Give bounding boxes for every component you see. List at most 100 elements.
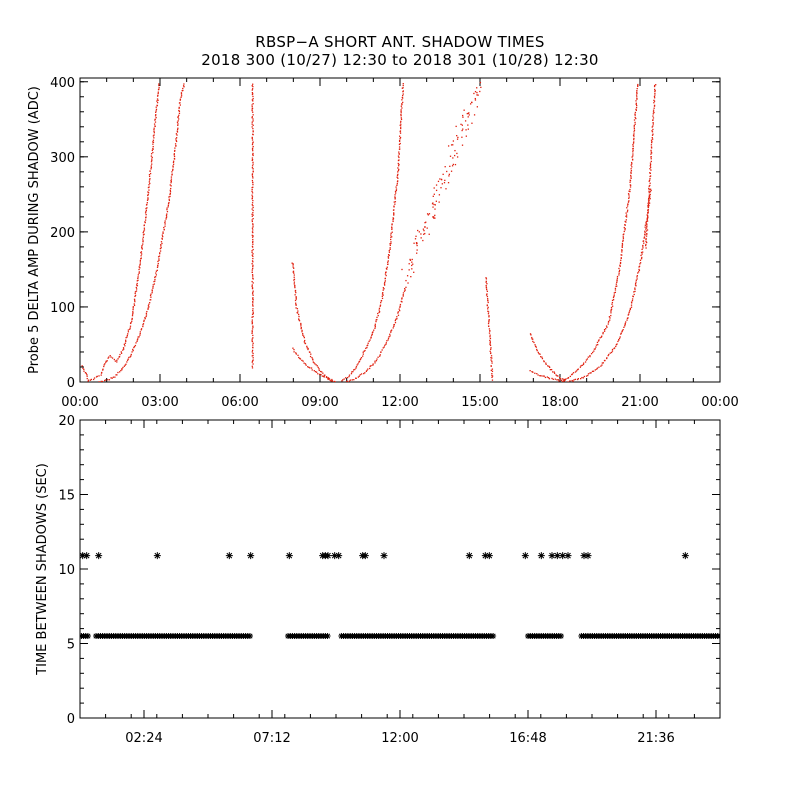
data-point	[151, 292, 153, 294]
data-point	[645, 247, 647, 249]
data-point	[251, 360, 254, 362]
data-point	[136, 285, 139, 287]
data-point	[410, 275, 412, 278]
data-point	[583, 375, 585, 378]
data-point	[434, 214, 436, 217]
data-point	[251, 331, 253, 333]
data-point	[325, 376, 328, 379]
data-point	[158, 258, 160, 260]
data-point	[252, 238, 254, 241]
data-point	[143, 320, 145, 323]
data-point	[134, 295, 136, 298]
data-point	[393, 213, 395, 215]
data-point	[653, 107, 655, 109]
data-point	[151, 290, 153, 292]
data-point	[543, 360, 545, 363]
data-point	[631, 302, 633, 304]
data-point	[648, 187, 650, 190]
plot-frame	[79, 419, 721, 719]
data-point	[390, 331, 392, 333]
data-point	[650, 149, 652, 152]
data-point	[629, 186, 632, 188]
data-point	[355, 367, 357, 369]
data-point	[379, 354, 381, 356]
data-point	[620, 257, 622, 259]
data-point	[624, 323, 626, 326]
data-point	[166, 208, 168, 211]
data-point	[307, 366, 309, 368]
data-point	[133, 345, 136, 348]
data-point	[633, 126, 635, 128]
data-point	[145, 209, 148, 211]
data-point	[124, 342, 127, 344]
data-point	[636, 90, 638, 92]
data-point	[632, 149, 634, 151]
data-point	[632, 144, 634, 146]
data-point	[144, 318, 146, 320]
data-point	[252, 352, 254, 355]
data-point	[152, 284, 154, 286]
data-point	[252, 103, 254, 105]
data-point	[300, 323, 302, 326]
data-point	[319, 373, 321, 376]
data-point	[178, 107, 180, 109]
data-point	[648, 204, 650, 207]
data-point	[540, 356, 542, 358]
data-point	[170, 178, 173, 180]
data-point	[251, 338, 253, 340]
data-point	[362, 353, 364, 355]
data-point	[251, 99, 253, 101]
data-point	[352, 370, 354, 373]
data-point	[165, 214, 168, 216]
data-point	[647, 205, 649, 207]
data-point	[405, 286, 407, 288]
data-point	[544, 376, 547, 379]
data-point	[346, 376, 349, 379]
data-point	[176, 128, 179, 131]
data-point	[576, 369, 579, 371]
data-point	[647, 212, 649, 214]
data-point	[141, 247, 143, 249]
data-point	[643, 237, 645, 239]
data-point	[154, 125, 156, 127]
data-point	[251, 234, 253, 236]
data-point	[401, 298, 403, 300]
data-point	[553, 371, 555, 373]
data-point	[630, 164, 632, 166]
x-tick-label: 21:36	[637, 731, 674, 746]
data-point	[402, 84, 404, 87]
data-point	[120, 351, 122, 353]
data-point	[398, 153, 400, 155]
data-point	[647, 216, 649, 219]
y-tick-label: 0	[67, 376, 75, 391]
data-point	[152, 285, 154, 288]
data-point	[152, 287, 154, 289]
data-point	[252, 93, 254, 95]
data-point	[601, 362, 603, 364]
data-point	[647, 199, 650, 201]
data-point	[100, 380, 102, 382]
data-point	[81, 365, 83, 367]
data-point	[653, 85, 656, 88]
data-point	[433, 216, 435, 218]
data-point	[490, 357, 492, 359]
data-point	[293, 283, 295, 285]
data-point	[387, 337, 390, 339]
data-point	[148, 173, 151, 176]
data-point	[634, 116, 636, 119]
data-point	[537, 351, 539, 354]
data-point	[303, 362, 305, 364]
data-point	[139, 259, 142, 262]
data-point	[432, 202, 434, 204]
data-trace	[485, 277, 494, 381]
data-point	[118, 371, 121, 373]
data-point	[464, 120, 467, 122]
data-point	[611, 301, 614, 304]
data-point	[251, 288, 254, 290]
data-point	[144, 221, 146, 223]
data-point	[392, 219, 394, 221]
data-point	[626, 209, 629, 211]
data-point	[641, 248, 643, 251]
x-tick-label: 15:00	[461, 395, 498, 410]
data-point	[574, 371, 577, 373]
